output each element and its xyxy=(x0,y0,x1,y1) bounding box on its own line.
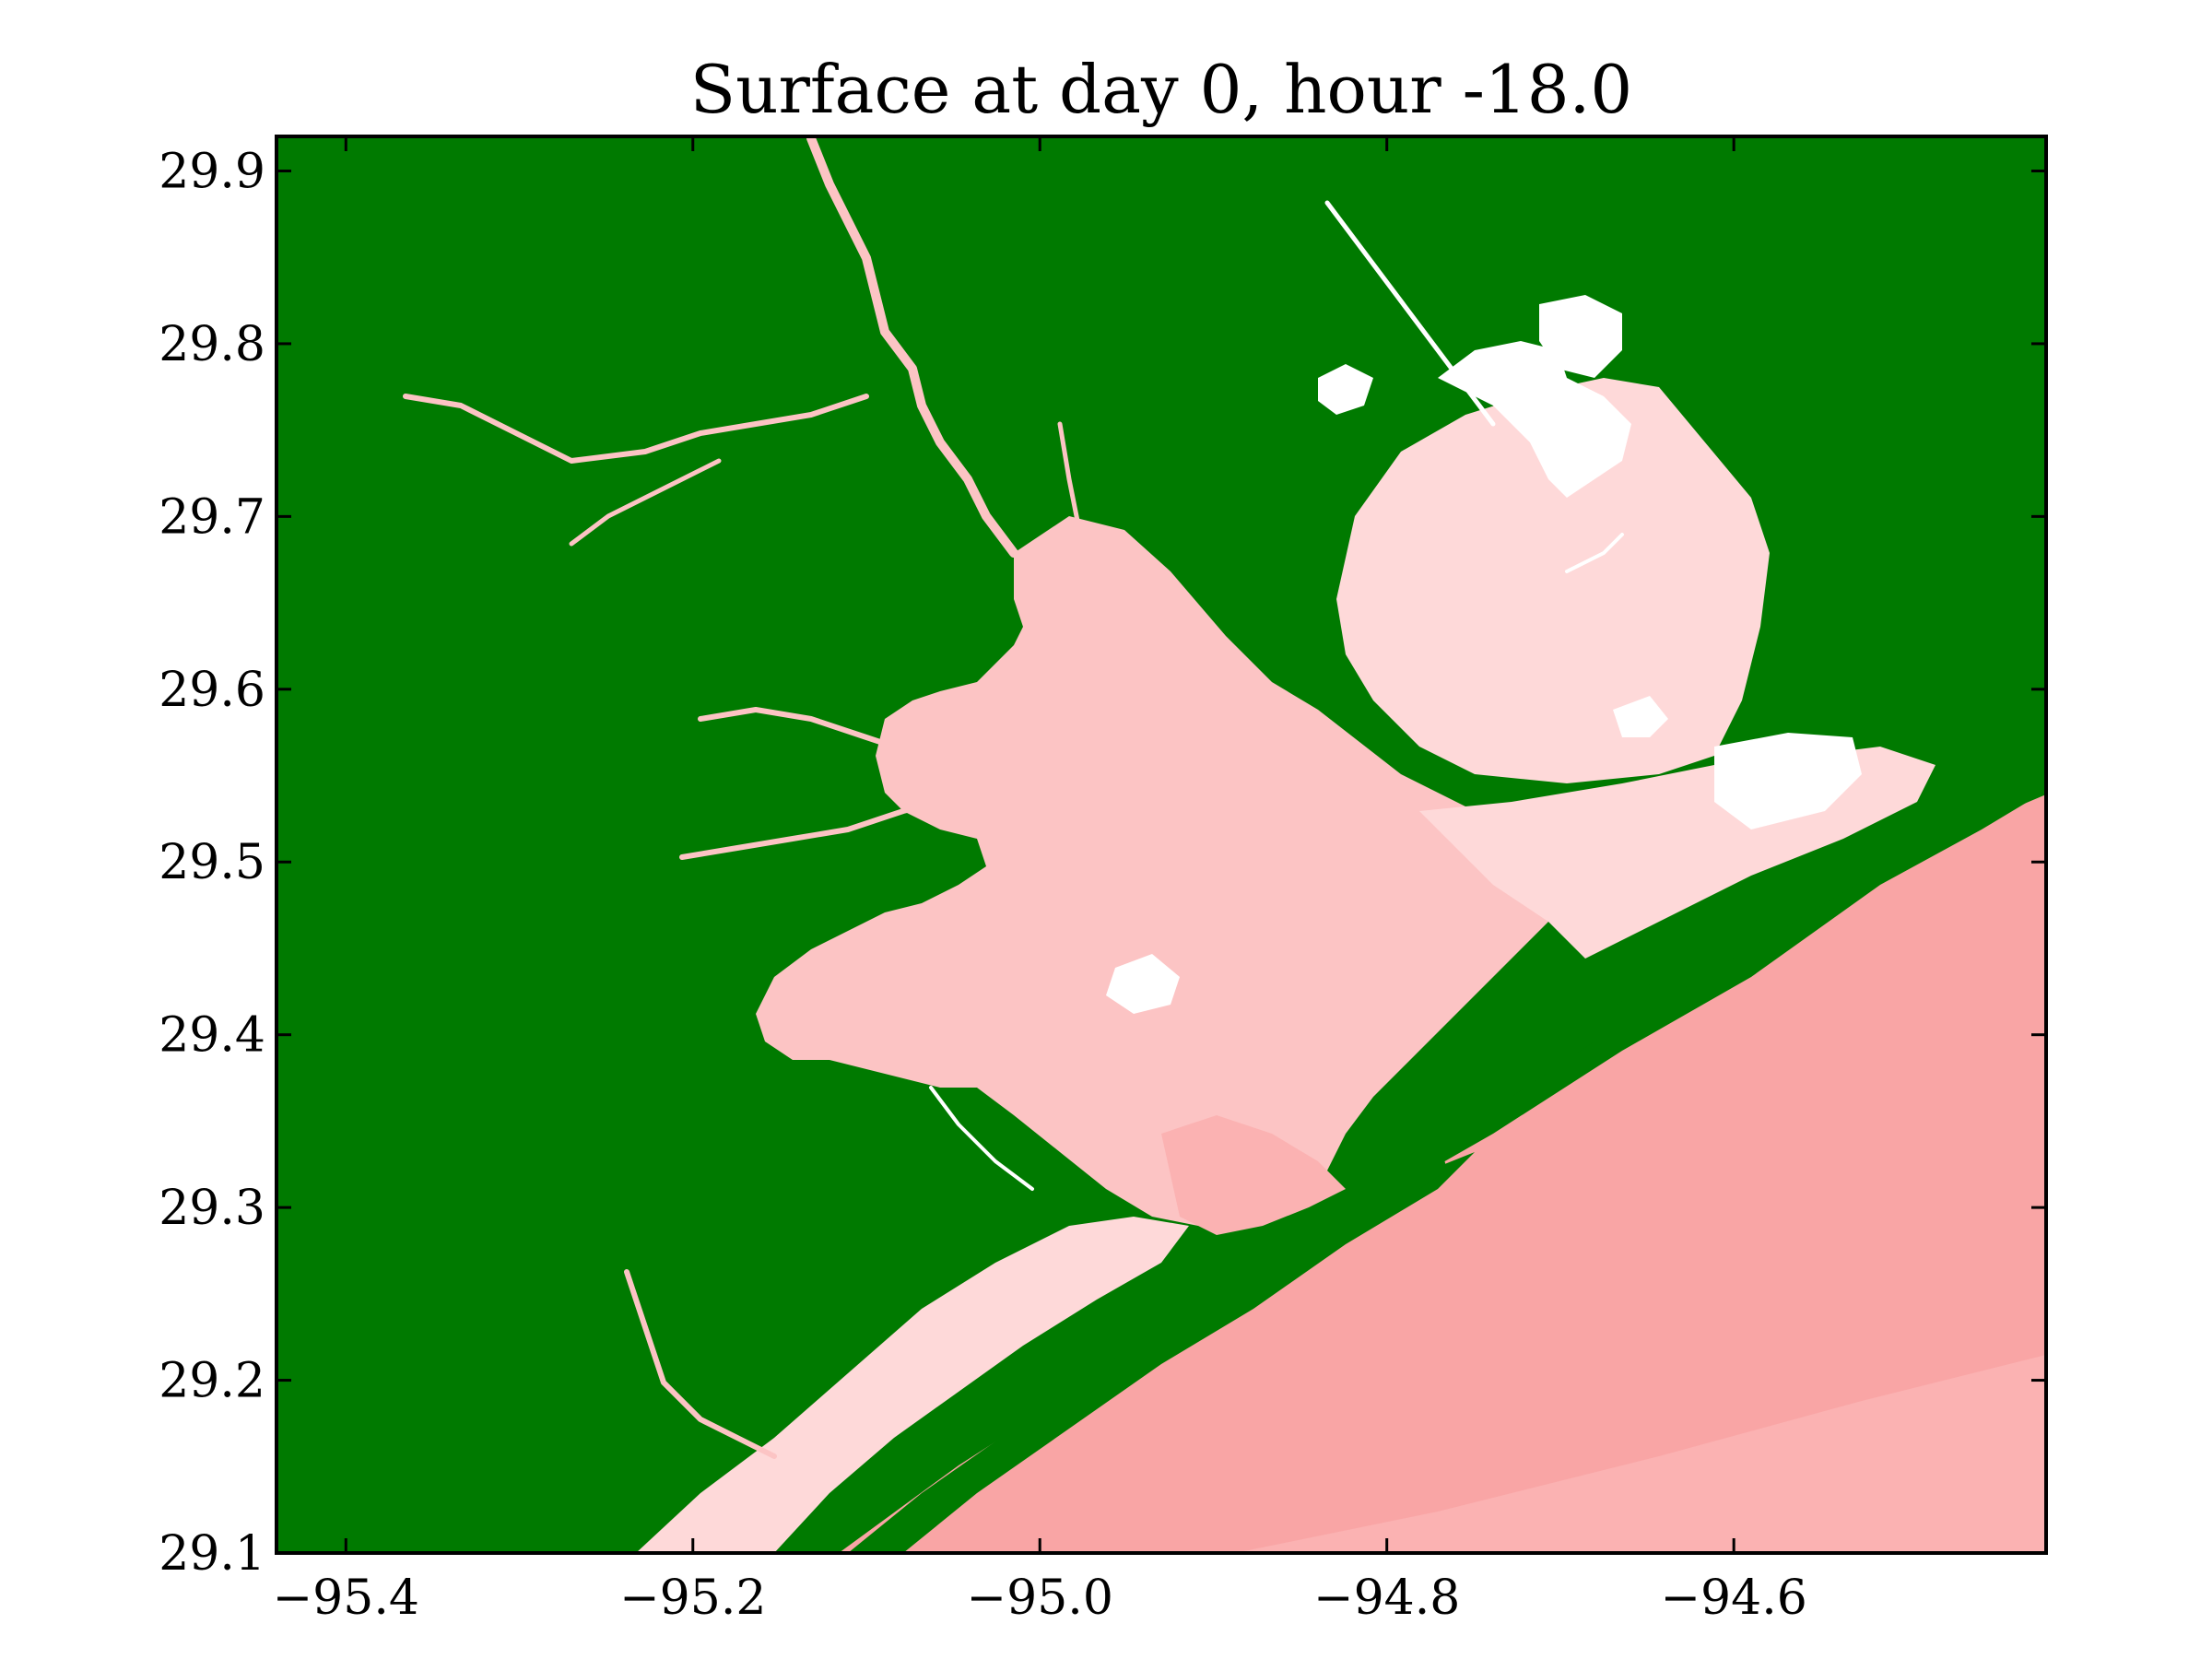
y-tick-label: 29.9 xyxy=(159,144,265,199)
river-west-creek xyxy=(929,1086,1034,1191)
pelican-island xyxy=(1346,1115,1447,1189)
dry-area-east-bay xyxy=(1714,733,1862,830)
bolivar-peninsula xyxy=(1419,783,2046,1152)
bolivar-pass-surface xyxy=(1161,1115,1346,1235)
x-tick-label: −95.0 xyxy=(967,1571,1113,1626)
gulf-light-band xyxy=(1235,1355,2046,1553)
x-tick-label: −95.4 xyxy=(273,1571,419,1626)
map-frame xyxy=(275,135,2048,1555)
river-west-tributary xyxy=(569,458,722,547)
y-tick-label: 29.3 xyxy=(159,1181,265,1236)
river-san-jacinto xyxy=(806,136,1018,558)
river-buffalo-bayou xyxy=(403,394,869,464)
x-tick-label: −94.6 xyxy=(1660,1571,1806,1626)
river-chocolate-bayou xyxy=(624,1269,777,1459)
map-plot-area xyxy=(276,136,2046,1553)
river-east-creek xyxy=(1565,533,1624,573)
river-dickinson xyxy=(698,707,961,768)
y-tick-label: 29.4 xyxy=(159,1008,265,1064)
dry-area-island-1 xyxy=(1318,364,1373,415)
y-tick-label: 29.5 xyxy=(159,835,265,890)
dry-area-island-2 xyxy=(1613,696,1668,737)
dry-area-lake xyxy=(1539,295,1622,378)
x-tick-label: −95.2 xyxy=(619,1571,766,1626)
x-tick-label: −94.8 xyxy=(1313,1571,1460,1626)
x-axis: −95.4 −95.2 −95.0 −94.8 −94.6 xyxy=(273,136,1807,1626)
dry-area-north-trinity xyxy=(1438,341,1631,498)
river-cedar-bayou xyxy=(1057,421,1090,556)
y-tick-label: 29.7 xyxy=(159,489,265,545)
trinity-bay-surface xyxy=(1336,378,1770,783)
y-axis: 29.1 29.2 29.3 29.4 29.5 29.6 29.7 29.8 29.9 xyxy=(159,144,2046,1582)
river-trinity xyxy=(1324,200,1496,427)
map-title: Surface at day 0, hour -18.0 xyxy=(690,51,1632,128)
galveston-island xyxy=(848,1152,1475,1553)
galveston-bay-surface xyxy=(756,516,1733,1226)
y-tick-label: 29.8 xyxy=(159,317,265,372)
dry-area-south-island xyxy=(1106,954,1180,1014)
y-tick-label: 29.1 xyxy=(159,1526,265,1582)
y-tick-label: 29.2 xyxy=(159,1354,265,1409)
river-clear-creek xyxy=(679,790,980,860)
y-tick-label: 29.6 xyxy=(159,663,265,718)
west-bay-surface xyxy=(636,1217,1189,1553)
